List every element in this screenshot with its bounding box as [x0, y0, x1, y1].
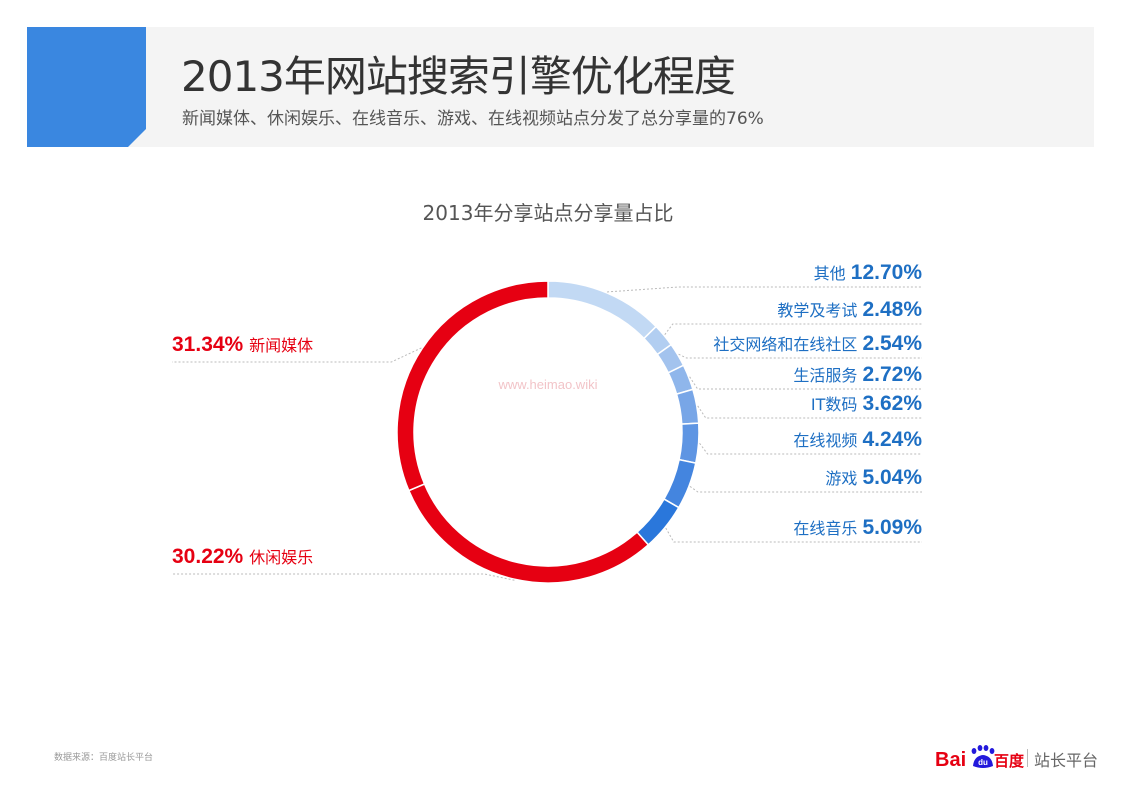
leader-line-6 — [689, 485, 922, 493]
donut-slice-9 — [396, 280, 549, 492]
slice-label-4: IT数码 3.62% — [811, 392, 922, 415]
baidu-logo-du: du — [978, 758, 988, 767]
leader-line-8 — [172, 573, 515, 581]
donut-slice-8 — [407, 483, 650, 584]
leader-line-2 — [678, 353, 922, 359]
slice-label-6: 游戏 5.04% — [825, 466, 922, 489]
donut-slice-7 — [635, 498, 680, 546]
slice-label-1: 教学及考试 2.48% — [777, 298, 922, 321]
slice-label-5: 在线视频 4.24% — [793, 428, 922, 451]
leader-line-7 — [665, 527, 922, 543]
baidu-logo: Bai du 百度 — [935, 745, 1025, 771]
slice-label-7: 在线音乐 5.09% — [793, 516, 922, 539]
page-subtitle: 新闻媒体、休闲娱乐、在线音乐、游戏、在线视频站点分发了总分享量的76% — [182, 109, 764, 129]
donut-slice-5 — [678, 422, 700, 465]
slice-label-9: 31.34% 新闻媒体 — [172, 333, 313, 356]
slice-label-2: 社交网络和在线社区 2.54% — [713, 332, 922, 355]
baidu-logo-bai: Bai — [935, 749, 966, 771]
slice-label-0: 其他 12.70% — [814, 261, 923, 284]
leader-line-4 — [697, 405, 922, 419]
leader-line-9 — [172, 347, 422, 363]
donut-slice-6 — [662, 458, 697, 509]
slice-label-8: 30.22% 休闲娱乐 — [172, 545, 313, 568]
source-note: 数据来源：百度站长平台 — [54, 753, 154, 763]
leader-line-1 — [664, 323, 922, 335]
leader-line-0 — [607, 286, 922, 293]
header-accent-block — [27, 27, 146, 147]
baidu-logo-baidu: 百度 — [994, 752, 1025, 770]
brand-divider — [1027, 749, 1028, 767]
chart-title: 2013年分享站点分享量占比 — [422, 201, 674, 225]
header-band — [27, 27, 1094, 147]
paw-icon: du — [971, 745, 995, 768]
brand-platform-label: 站长平台 — [1034, 751, 1099, 770]
slice-label-3: 生活服务 2.72% — [793, 363, 922, 386]
leader-line-5 — [699, 442, 922, 455]
donut-slice-4 — [675, 388, 700, 425]
leader-line-3 — [689, 376, 922, 390]
page-title: 2013年网站搜索引擎优化程度 — [181, 52, 736, 101]
watermark-text: www.heimao.wiki — [498, 377, 598, 392]
